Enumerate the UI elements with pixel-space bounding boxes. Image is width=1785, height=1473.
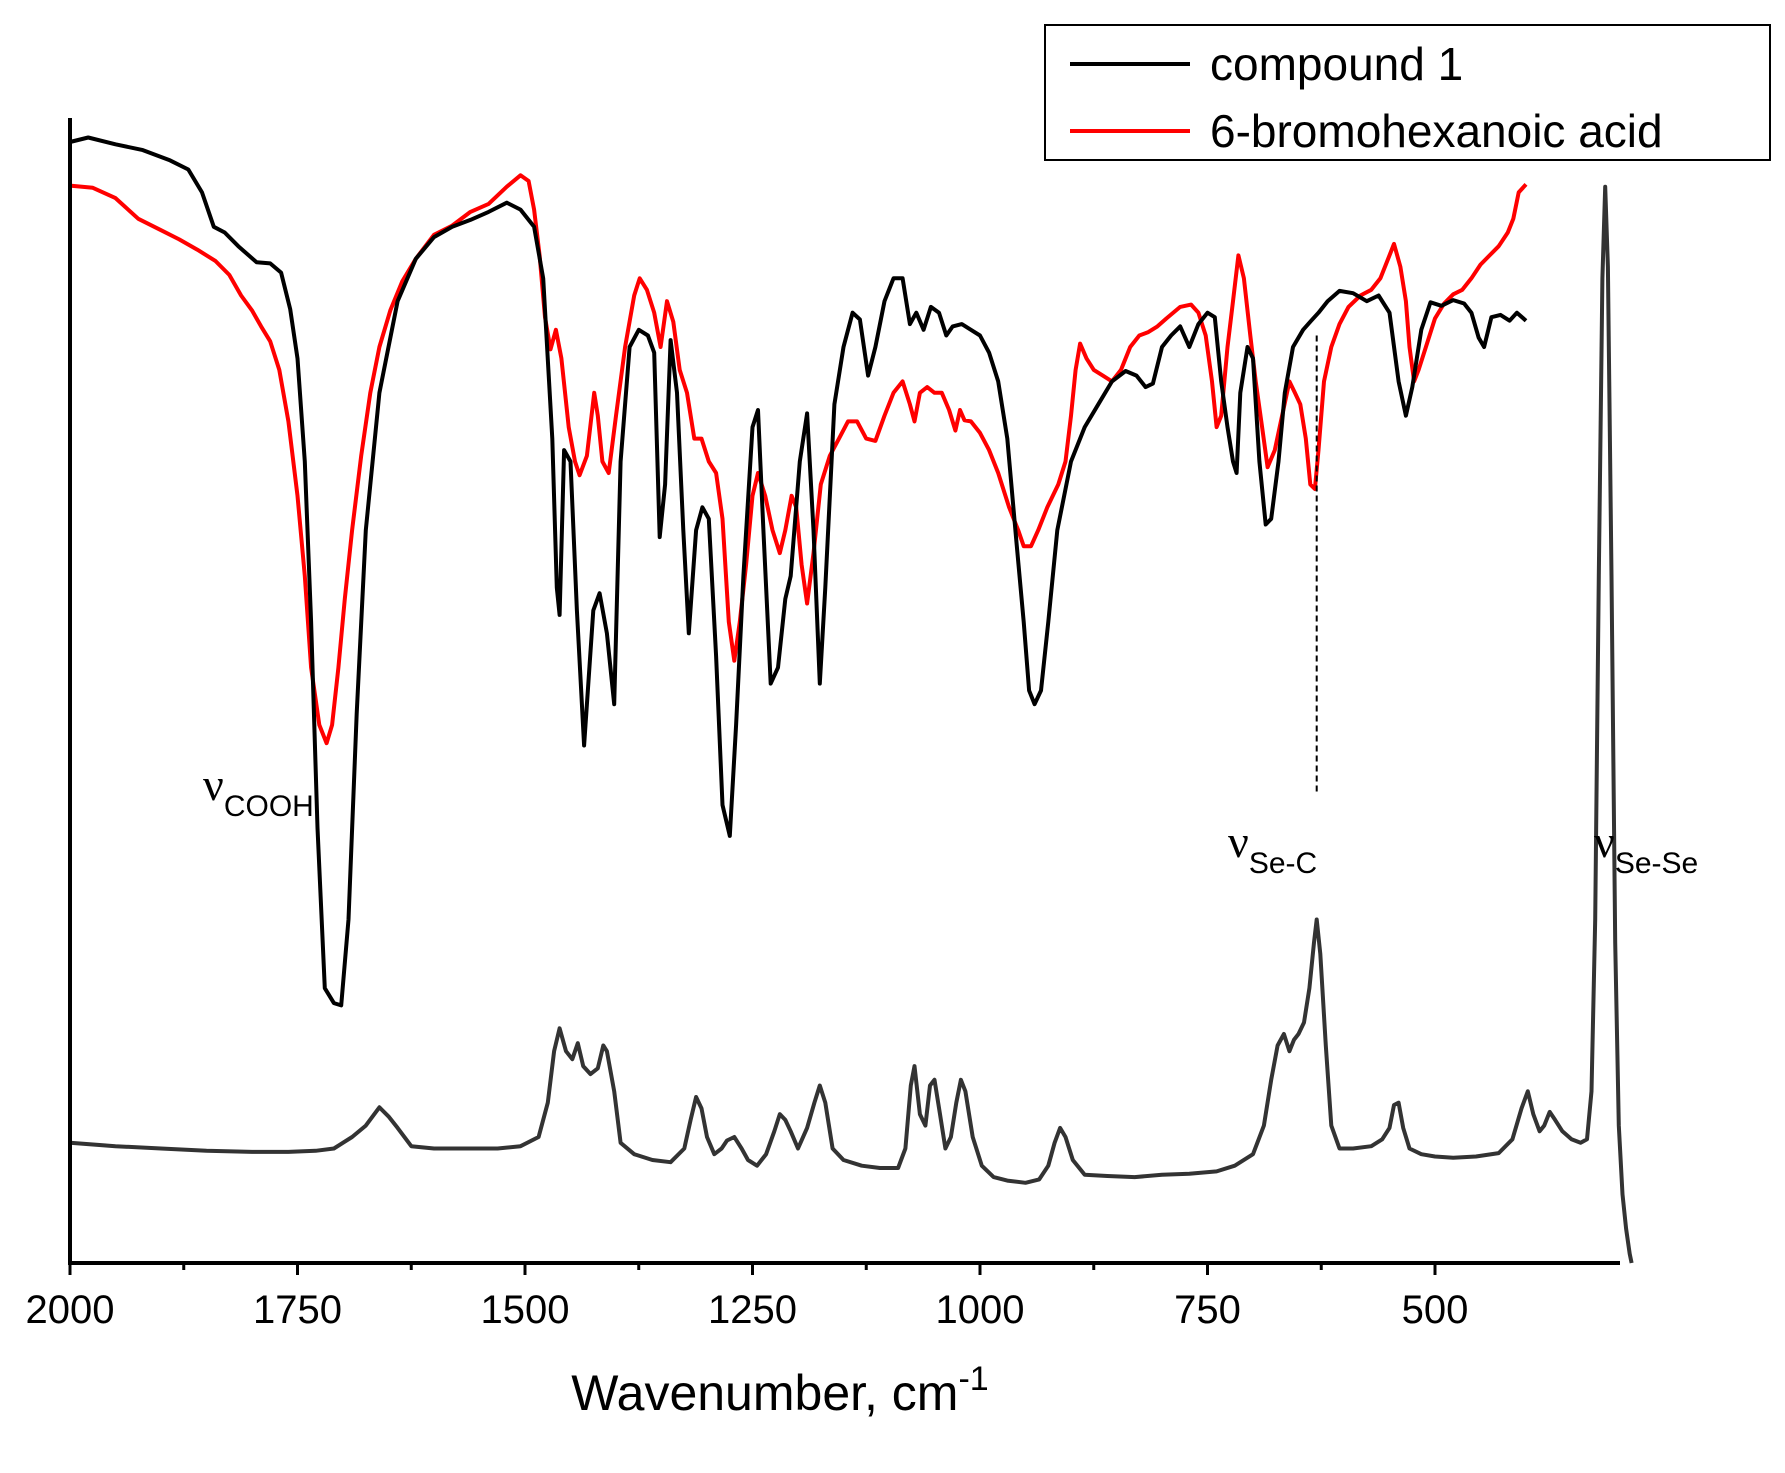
series-line-compound-1 <box>69 135 1528 1008</box>
x-tick-label: 1000 <box>936 1288 1025 1332</box>
annotation-se-se: νSe-Se <box>1594 816 1698 880</box>
annotation-se-c: νSe-C <box>1228 816 1317 880</box>
series-line-raman <box>69 184 1634 1264</box>
x-axis-title: Wavenumber, cm-1 <box>571 1360 988 1421</box>
series-layer <box>69 135 1634 1264</box>
x-axis-title-superscript: -1 <box>958 1360 988 1398</box>
x-tick-label: 750 <box>1174 1288 1241 1332</box>
legend-label-compound-1: compound 1 <box>1210 38 1463 90</box>
annotation-se-se-symbol: ν <box>1594 816 1615 867</box>
x-ticks: 2000 1750 1500 1250 1000 750 500 <box>26 1263 1469 1332</box>
x-tick-label: 500 <box>1402 1288 1469 1332</box>
legend-box <box>1044 24 1771 161</box>
legend: compound 1 6-bromohexanoic acid <box>1044 24 1771 161</box>
legend-label-6-bromohexanoic-acid: 6-bromohexanoic acid <box>1210 105 1663 157</box>
x-tick-label: 1250 <box>708 1288 797 1332</box>
annotation-cooh: νCOOH <box>203 759 314 823</box>
annotation-cooh-subscript: COOH <box>224 790 314 823</box>
x-tick-label: 2000 <box>26 1288 115 1332</box>
annotation-se-se-subscript: Se-Se <box>1615 847 1698 880</box>
annotation-se-c-subscript: Se-C <box>1249 847 1317 880</box>
x-tick-label: 1500 <box>481 1288 570 1332</box>
annotation-se-c-symbol: ν <box>1228 816 1249 867</box>
annotation-cooh-symbol: ν <box>203 759 224 810</box>
x-tick-label: 1750 <box>253 1288 342 1332</box>
